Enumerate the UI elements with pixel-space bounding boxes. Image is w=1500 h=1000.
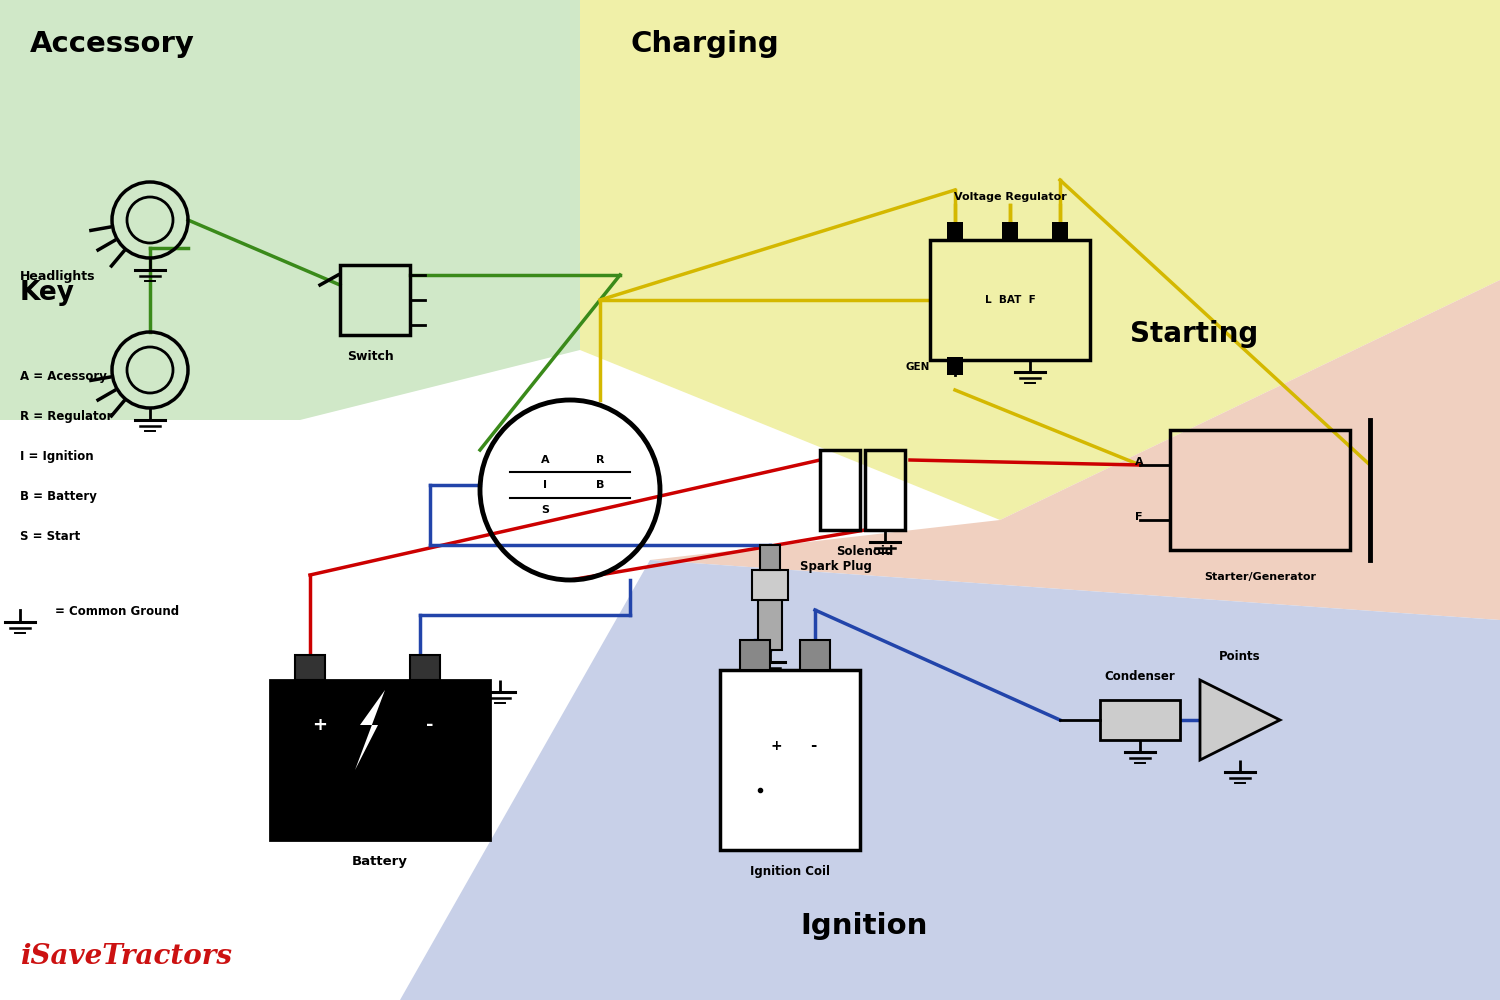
Bar	[270, 680, 490, 840]
Bar	[946, 357, 963, 375]
Bar	[821, 450, 860, 530]
Text: Condenser: Condenser	[1104, 670, 1176, 683]
Text: F: F	[1136, 512, 1143, 522]
Polygon shape	[400, 560, 1500, 1000]
Bar	[930, 240, 1090, 360]
Bar	[296, 655, 326, 680]
Bar	[760, 545, 780, 570]
Polygon shape	[1200, 680, 1280, 760]
Text: I: I	[543, 480, 548, 490]
Text: Ignition: Ignition	[800, 912, 927, 940]
Text: Key: Key	[20, 280, 75, 306]
Text: B = Battery: B = Battery	[20, 490, 98, 503]
Polygon shape	[580, 0, 1500, 520]
Bar	[1002, 222, 1019, 240]
Text: Points: Points	[1220, 650, 1262, 663]
Bar	[800, 640, 830, 670]
Text: Ignition Coil: Ignition Coil	[750, 865, 830, 878]
Text: GEN: GEN	[904, 362, 930, 372]
Bar	[340, 265, 410, 335]
Text: = Common Ground: = Common Ground	[56, 605, 178, 618]
Text: A: A	[540, 455, 549, 465]
Text: S = Start: S = Start	[20, 530, 81, 543]
Text: +: +	[770, 739, 782, 753]
Text: R = Regulator: R = Regulator	[20, 410, 112, 423]
Text: L  BAT  F: L BAT F	[984, 295, 1035, 305]
Text: -: -	[810, 738, 816, 753]
Text: Spark Plug: Spark Plug	[800, 560, 871, 573]
Text: S: S	[542, 505, 549, 515]
Text: B: B	[596, 480, 604, 490]
Polygon shape	[0, 420, 400, 1000]
Polygon shape	[0, 0, 580, 420]
Text: +: +	[312, 716, 327, 734]
Bar	[720, 670, 860, 850]
Text: -: -	[426, 716, 433, 734]
Bar	[410, 655, 440, 680]
Text: Switch: Switch	[346, 350, 393, 363]
Bar	[740, 640, 770, 670]
Text: Headlights: Headlights	[20, 270, 96, 283]
Text: I = Ignition: I = Ignition	[20, 450, 93, 463]
Bar	[1052, 222, 1068, 240]
Text: Accessory: Accessory	[30, 30, 195, 58]
Text: Starter/Generator: Starter/Generator	[1204, 572, 1316, 582]
Text: Battery: Battery	[352, 855, 408, 868]
Polygon shape	[650, 280, 1500, 620]
Bar	[752, 570, 788, 600]
Bar	[1100, 700, 1180, 740]
Text: Voltage Regulator: Voltage Regulator	[954, 192, 1066, 202]
Text: A: A	[1136, 457, 1143, 467]
Bar	[865, 450, 904, 530]
Text: R: R	[596, 455, 604, 465]
Text: Charging: Charging	[630, 30, 778, 58]
Polygon shape	[356, 690, 386, 770]
Text: Starting: Starting	[1130, 320, 1258, 348]
Text: A = Acessory: A = Acessory	[20, 370, 106, 383]
Bar	[946, 222, 963, 240]
Text: Solenoid: Solenoid	[837, 545, 894, 558]
Text: iSaveTractors: iSaveTractors	[20, 943, 232, 970]
Bar	[1170, 430, 1350, 550]
Bar	[758, 600, 782, 650]
